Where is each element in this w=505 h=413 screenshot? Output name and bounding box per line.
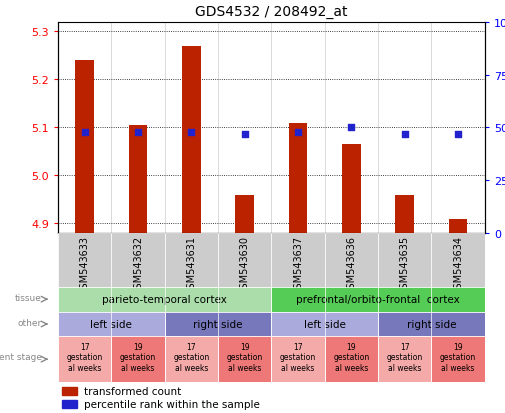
- Point: [241, 131, 249, 138]
- Text: percentile rank within the sample: percentile rank within the sample: [84, 399, 260, 409]
- Text: GSM543635: GSM543635: [400, 235, 410, 294]
- Text: parieto-temporal cortex: parieto-temporal cortex: [103, 294, 227, 304]
- Text: GSM543637: GSM543637: [293, 235, 303, 294]
- Bar: [58, 337, 112, 382]
- Point: [134, 129, 142, 135]
- Bar: [272, 287, 485, 312]
- Text: 17
gestation
al weeks: 17 gestation al weeks: [280, 342, 316, 372]
- Bar: [342, 145, 361, 233]
- Bar: [182, 47, 201, 233]
- Text: transformed count: transformed count: [84, 386, 181, 396]
- Title: GDS4532 / 208492_at: GDS4532 / 208492_at: [195, 5, 347, 19]
- Text: GSM543634: GSM543634: [453, 235, 463, 294]
- Text: GSM543631: GSM543631: [186, 235, 196, 294]
- Point: [294, 129, 302, 135]
- Bar: [112, 233, 165, 287]
- Bar: [272, 233, 325, 287]
- Text: 17
gestation
al weeks: 17 gestation al weeks: [67, 342, 103, 372]
- Text: tissue: tissue: [15, 294, 42, 303]
- Text: 19
gestation
al weeks: 19 gestation al weeks: [120, 342, 156, 372]
- Point: [401, 131, 409, 138]
- Text: 19
gestation
al weeks: 19 gestation al weeks: [227, 342, 263, 372]
- Point: [187, 129, 195, 135]
- Bar: [58, 233, 112, 287]
- Text: prefrontal/orbito-frontal  cortex: prefrontal/orbito-frontal cortex: [296, 294, 460, 304]
- Bar: [218, 337, 272, 382]
- Text: left side: left side: [90, 319, 132, 329]
- Bar: [431, 233, 485, 287]
- Text: GSM543630: GSM543630: [240, 235, 250, 294]
- Bar: [218, 233, 272, 287]
- Bar: [129, 126, 147, 233]
- Bar: [165, 233, 218, 287]
- Bar: [325, 337, 378, 382]
- Bar: [378, 233, 431, 287]
- Bar: [272, 337, 325, 382]
- Bar: [112, 337, 165, 382]
- Bar: [378, 337, 431, 382]
- Text: 19
gestation
al weeks: 19 gestation al weeks: [440, 342, 476, 372]
- Bar: [289, 123, 308, 233]
- Bar: [75, 61, 94, 233]
- Bar: [449, 219, 468, 233]
- Text: GSM543636: GSM543636: [346, 235, 357, 294]
- Bar: [62, 400, 77, 408]
- Bar: [235, 195, 254, 233]
- Bar: [165, 337, 218, 382]
- Bar: [272, 312, 378, 337]
- Text: GSM543633: GSM543633: [80, 235, 90, 294]
- Bar: [378, 312, 485, 337]
- Bar: [62, 387, 77, 395]
- Text: right side: right side: [407, 319, 456, 329]
- Text: 19
gestation
al weeks: 19 gestation al weeks: [333, 342, 370, 372]
- Bar: [165, 312, 272, 337]
- Bar: [395, 195, 414, 233]
- Text: development stage: development stage: [0, 353, 42, 361]
- Bar: [431, 337, 485, 382]
- Bar: [58, 312, 165, 337]
- Bar: [58, 287, 272, 312]
- Bar: [325, 233, 378, 287]
- Text: 17
gestation
al weeks: 17 gestation al weeks: [173, 342, 210, 372]
- Point: [347, 125, 356, 131]
- Text: other: other: [18, 318, 42, 328]
- Text: 17
gestation
al weeks: 17 gestation al weeks: [387, 342, 423, 372]
- Point: [454, 131, 462, 138]
- Text: right side: right side: [193, 319, 243, 329]
- Point: [81, 129, 89, 135]
- Text: GSM543632: GSM543632: [133, 235, 143, 294]
- Text: left side: left side: [304, 319, 346, 329]
